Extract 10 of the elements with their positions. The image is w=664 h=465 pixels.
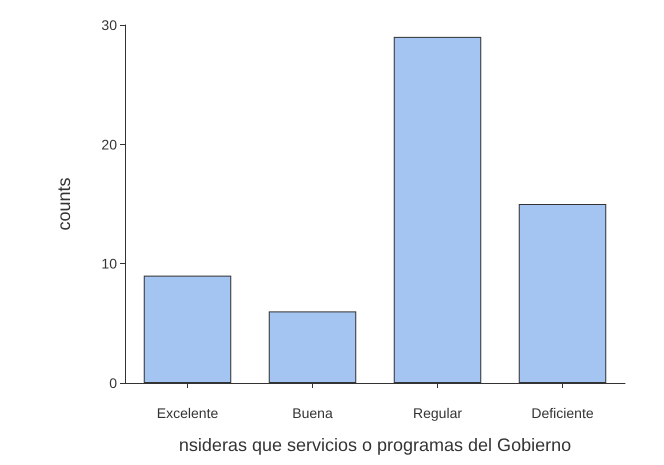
x-tick-label: Excelente (156, 405, 218, 421)
y-tick-label: 0 (109, 375, 118, 391)
x-axis-title: nsideras que servicios o programas del Gobierno (178, 435, 572, 455)
x-tick-label: Regular (412, 405, 462, 421)
x-tick-label: Buena (292, 405, 333, 421)
y-tick-label: 10 (101, 256, 118, 272)
y-tick-label: 20 (101, 136, 118, 152)
y-axis-title: counts (54, 177, 74, 231)
x-tick-label: Deficiente (531, 405, 594, 421)
y-tick-label: 30 (101, 17, 118, 33)
